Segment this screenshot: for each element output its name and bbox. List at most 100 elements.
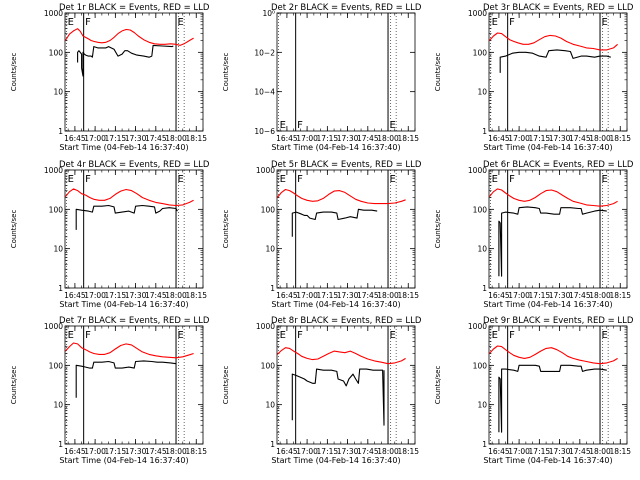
- y-tick-label: 10: [53, 401, 63, 410]
- y-tick-label: 100: [49, 48, 64, 57]
- y-tick-label: 10: [53, 88, 63, 97]
- x-tick-label: 17:15: [317, 447, 339, 456]
- x-tick-label: 18:15: [185, 291, 207, 300]
- x-tick-label: 17:30: [337, 447, 359, 456]
- marker-label: F: [85, 330, 91, 341]
- plot-frame: [276, 325, 416, 445]
- x-tick-label: 18:15: [609, 447, 631, 456]
- panel-title: Det 2r BLACK = Events, RED = LLD: [271, 3, 422, 13]
- marker-label: F: [85, 174, 91, 185]
- panel-det-2: Det 2r BLACK = Events, RED = LLD 10−6 10−4…: [222, 3, 422, 152]
- panel-det-3: Det 3r BLACK = Events, RED = LLD 1 10 100 10…: [434, 3, 634, 152]
- series-events-line: [75, 204, 178, 230]
- x-tick-label: 17:15: [105, 447, 127, 456]
- x-tick-label: 17:30: [549, 134, 571, 143]
- x-axis-label: Start Time (04-Feb-14 16:37:40): [483, 143, 612, 152]
- y-tick-label: 100: [473, 361, 488, 370]
- x-tick-label: 17:00: [296, 447, 318, 456]
- series-events-line: [498, 206, 607, 277]
- marker-label: E: [390, 174, 396, 185]
- x-tick-label: 18:15: [185, 134, 207, 143]
- panel-title: Det 7r BLACK = Events, RED = LLD: [59, 316, 210, 326]
- series-lld-line: [64, 188, 194, 207]
- x-tick-label: 17:15: [105, 134, 127, 143]
- x-tick-label: 16:45: [488, 291, 510, 300]
- x-tick-label: 17:45: [569, 291, 591, 300]
- panel-title: Det 8r BLACK = Events, RED = LLD: [271, 316, 422, 326]
- x-tick-label: 18:00: [377, 134, 399, 143]
- marker-label: F: [509, 17, 515, 28]
- x-tick-label: 18:00: [165, 291, 187, 300]
- y-tick-label: 10⁰: [262, 9, 275, 18]
- x-tick-label: 16:45: [276, 134, 298, 143]
- x-axis-label: Start Time (04-Feb-14 16:37:40): [483, 456, 612, 465]
- x-tick-label: 17:45: [357, 291, 379, 300]
- y-tick-label: 10−4: [254, 88, 275, 97]
- series-events-line: [499, 49, 611, 73]
- marker-label: F: [509, 174, 515, 185]
- y-axis-label: Counts/sec: [10, 53, 18, 92]
- marker-label: F: [85, 17, 91, 28]
- panel-det-8: Det 8r BLACK = Events, RED = LLD 1 10 100 10…: [222, 316, 422, 465]
- marker-label: E: [280, 174, 286, 185]
- x-axis-label: Start Time (04-Feb-14 16:37:40): [59, 300, 188, 309]
- y-tick-label: 1000: [44, 166, 63, 175]
- x-tick-label: 17:00: [296, 291, 318, 300]
- panel-det-6: Det 6r BLACK = Events, RED = LLD 1 10 100 10…: [434, 160, 634, 309]
- plot-frame: [64, 12, 204, 132]
- x-tick-label: 17:00: [508, 447, 530, 456]
- x-tick-label: 17:30: [549, 291, 571, 300]
- marker-label: E: [280, 330, 286, 341]
- marker-label: F: [297, 174, 303, 185]
- x-tick-label: 18:00: [377, 447, 399, 456]
- series-events-line: [291, 368, 385, 426]
- y-tick-label: 10: [477, 401, 487, 410]
- y-tick-label: 10: [265, 245, 275, 254]
- x-tick-label: 17:15: [105, 291, 127, 300]
- x-tick-label: 18:00: [377, 291, 399, 300]
- plot-frame: [64, 325, 204, 445]
- x-tick-label: 17:30: [549, 447, 571, 456]
- series-lld-line: [64, 28, 194, 46]
- x-axis-label: Start Time (04-Feb-14 16:37:40): [271, 300, 400, 309]
- x-tick-label: 16:45: [64, 291, 86, 300]
- plot-frame: [64, 169, 204, 289]
- x-tick-label: 16:45: [64, 134, 86, 143]
- series-lld-line: [488, 32, 618, 51]
- y-tick-label: 100: [261, 361, 276, 370]
- series-lld-line: [488, 188, 618, 207]
- x-tick-label: 17:15: [529, 134, 551, 143]
- marker-label: F: [509, 330, 515, 341]
- y-tick-label: 1: [270, 440, 275, 449]
- y-tick-label: 100: [261, 205, 276, 214]
- x-tick-label: 16:45: [276, 447, 298, 456]
- x-tick-label: 16:45: [276, 291, 298, 300]
- x-tick-label: 18:00: [589, 447, 611, 456]
- y-tick-label: 100: [473, 205, 488, 214]
- x-tick-label: 17:45: [145, 447, 167, 456]
- marker-label: F: [297, 120, 303, 131]
- x-tick-label: 17:30: [337, 291, 359, 300]
- x-tick-label: 17:30: [125, 447, 147, 456]
- y-axis-label: Counts/sec: [10, 366, 18, 405]
- marker-label: E: [390, 330, 396, 341]
- marker-label: E: [390, 120, 396, 131]
- y-tick-label: 1000: [44, 9, 63, 18]
- panel-title: Det 1r BLACK = Events, RED = LLD: [59, 3, 210, 13]
- plot-frame: [488, 169, 628, 289]
- series-lld-line: [276, 188, 406, 205]
- x-tick-label: 18:00: [165, 447, 187, 456]
- x-tick-label: 17:45: [569, 134, 591, 143]
- x-tick-label: 17:30: [125, 134, 147, 143]
- x-axis-label: Start Time (04-Feb-14 16:37:40): [271, 456, 400, 465]
- x-tick-label: 18:00: [589, 291, 611, 300]
- y-tick-label: 10: [477, 88, 487, 97]
- marker-label: E: [492, 330, 498, 341]
- y-tick-label: 1000: [44, 322, 63, 331]
- y-tick-label: 10: [265, 401, 275, 410]
- x-tick-label: 18:15: [397, 291, 419, 300]
- marker-label: E: [178, 17, 184, 28]
- x-tick-label: 16:45: [488, 134, 510, 143]
- plot-frame: [276, 12, 416, 132]
- marker-label: E: [68, 174, 74, 185]
